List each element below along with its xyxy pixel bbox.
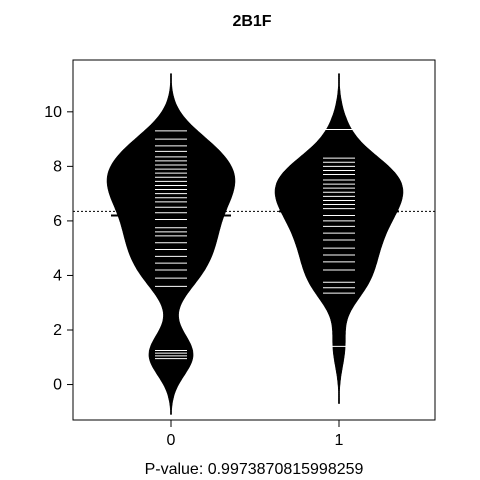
y-tick-label: 8 [53, 158, 62, 175]
plot-frame [72, 59, 436, 421]
beans-layer [73, 73, 435, 415]
y-tick-label: 4 [53, 267, 62, 284]
bean-1-shape [274, 73, 404, 404]
y-tick-label: 2 [53, 322, 62, 339]
axis-layer: 0 2 4 6 8 10 0 1 [44, 104, 343, 449]
chart-title: 2B1F [232, 13, 271, 30]
y-tick-label: 6 [53, 213, 62, 230]
bean-0-shape [106, 73, 236, 415]
x-tick-label: 0 [167, 432, 176, 449]
x-tick-label: 1 [335, 432, 344, 449]
y-tick-label: 10 [44, 104, 62, 121]
x-axis-label: P-value: 0.9973870815998259 [145, 461, 364, 478]
y-tick-label: 0 [53, 377, 62, 394]
